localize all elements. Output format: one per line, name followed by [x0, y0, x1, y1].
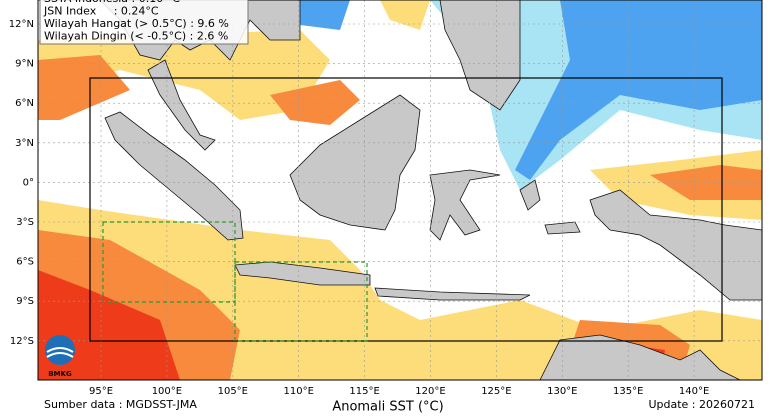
- lat-label: 9°S: [16, 296, 34, 307]
- logo-wave: [46, 347, 74, 358]
- legend-line: SSTA Indonesia : 0.10 °C: [44, 0, 180, 5]
- lat-label: 3°S: [16, 217, 34, 228]
- lat-label: 6°N: [15, 98, 34, 109]
- graticule: [38, 0, 762, 380]
- axis-title: Anomali SST (°C): [332, 400, 443, 414]
- lon-label: 95°E: [89, 386, 113, 397]
- lon-label: 110°E: [283, 386, 313, 397]
- legend-box: [39, 0, 249, 45]
- legend-line: Wilayah Dingin (< -0.5°C) : 2.6 %: [44, 30, 228, 43]
- region-box: [89, 77, 723, 342]
- logo: [45, 335, 75, 365]
- lon-label: 105°E: [218, 386, 248, 397]
- lat-label: 6°S: [16, 257, 34, 268]
- lon-label: 115°E: [349, 386, 379, 397]
- lon-label: 140°E: [679, 386, 709, 397]
- legend-line: Wilayah Hangat (> 0.5°C) : 9.6 %: [44, 17, 229, 30]
- lat-label: 9°N: [15, 59, 34, 70]
- lon-label: 130°E: [547, 386, 577, 397]
- anomaly-field: [38, 0, 762, 380]
- legend-line: JSN Index : 0.24°C: [43, 5, 159, 18]
- lat-label: 12°N: [9, 19, 34, 30]
- map-frame: [37, 0, 763, 381]
- lat-label: 12°S: [10, 336, 34, 347]
- lon-label: 135°E: [613, 386, 643, 397]
- zone-box: [234, 261, 368, 342]
- legend: SSTA Indonesia : 0.10 °CJSN Index : 0.24…: [43, 0, 229, 43]
- lon-label: 100°E: [152, 386, 182, 397]
- source: Sumber data : MGDSST-JMA: [44, 398, 197, 411]
- update: Update : 20260721: [648, 398, 755, 411]
- lon-label: 125°E: [481, 386, 511, 397]
- lat-label: 3°N: [15, 138, 34, 149]
- logo-text: BMKG: [48, 370, 72, 378]
- lat-label: 0°: [23, 177, 34, 188]
- lon-label: 120°E: [415, 386, 445, 397]
